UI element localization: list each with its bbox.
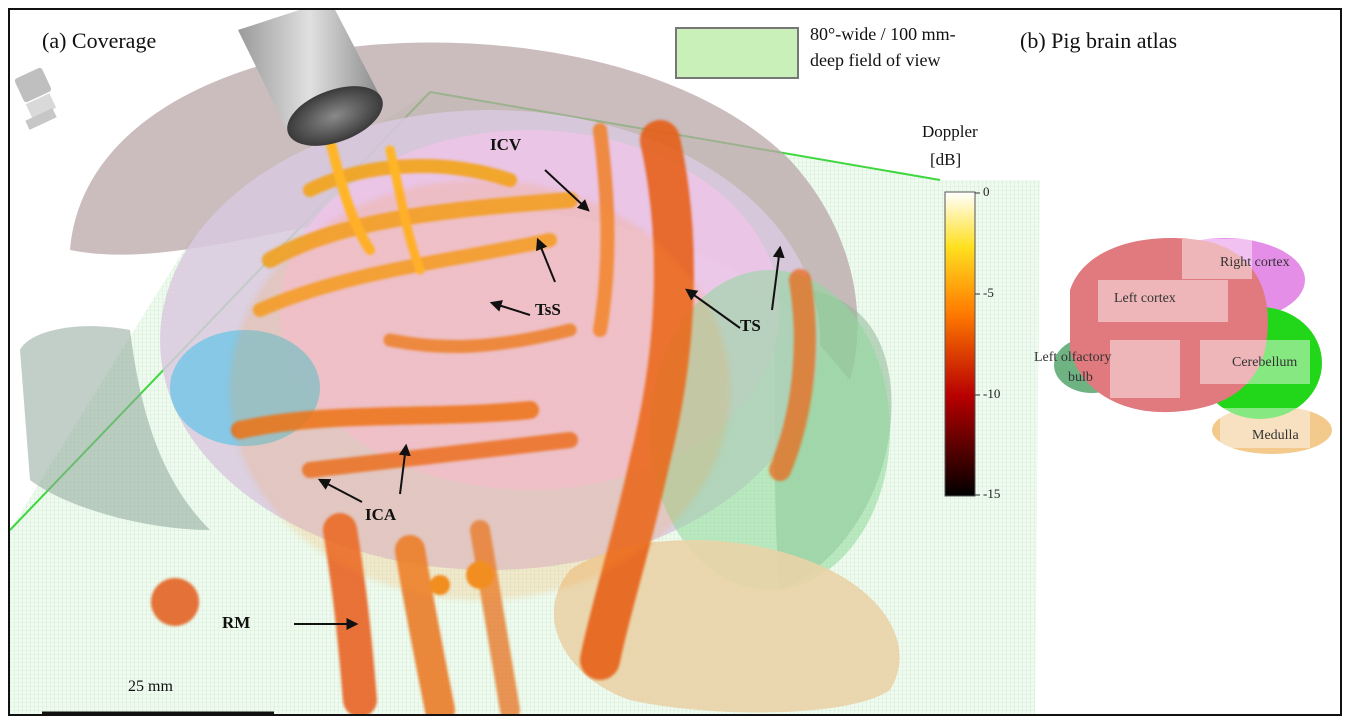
probe-icon: [14, 67, 57, 130]
label-rm: RM: [222, 613, 251, 632]
label-ica: ICA: [365, 505, 397, 524]
fov-legend-line1: 80°-wide / 100 mm-: [810, 24, 956, 44]
label-ts: TS: [740, 316, 761, 335]
ica-arrow-left: [317, 478, 363, 503]
atlas-label-medulla: Medulla: [1252, 428, 1299, 443]
figure-canvas: [10, 10, 1332, 714]
ultrasound-probe: [238, 10, 383, 146]
tss-arrow-left: [489, 300, 531, 316]
ts-arrow-left: [685, 288, 741, 329]
fov-legend-swatch: [675, 27, 799, 79]
colorbar-tick-0: 0: [983, 184, 990, 199]
atlas-label-olfactory-line2: bulb: [1068, 370, 1093, 385]
panel-a-title: (a) Coverage: [42, 28, 157, 53]
atlas-medulla: [1212, 406, 1332, 454]
medulla-region: [553, 540, 900, 713]
atlas-label-olfactory-line1: Left olfactory: [1034, 350, 1112, 365]
atlas-left-cortex: [1070, 238, 1268, 413]
atlas-label-cerebellum: Cerebellum: [1232, 355, 1298, 370]
tss-arrow-up: [536, 237, 556, 283]
label-tss: TsS: [535, 300, 561, 319]
scale-bar-label: 25 mm: [128, 678, 173, 695]
atlas-label-left-cortex: Left cortex: [1114, 291, 1176, 306]
colorbar-title-line2: [dB]: [930, 150, 962, 169]
atlas-label-right-cortex: Right cortex: [1220, 255, 1290, 270]
colorbar-tick-2: -10: [983, 386, 1001, 401]
doppler-colorbar: [944, 191, 976, 497]
label-icv: ICV: [490, 135, 522, 154]
fov-legend-line2: deep field of view: [810, 50, 941, 70]
panel-b-title: (b) Pig brain atlas: [1020, 28, 1178, 53]
coverage-render: [10, 10, 1040, 714]
ts-arrow-up: [771, 245, 785, 311]
colorbar-title-line1: Doppler: [922, 122, 978, 141]
pig-brain-atlas: [1054, 238, 1332, 454]
figure-frame: (a) Coverage 80°-wide / 100 mm- deep fie…: [8, 8, 1342, 716]
ica-arrow-up: [398, 443, 411, 495]
icv-arrow: [544, 169, 590, 212]
colorbar-tick-1: -5: [983, 285, 994, 300]
colorbar-tick-3: -15: [983, 486, 1001, 501]
